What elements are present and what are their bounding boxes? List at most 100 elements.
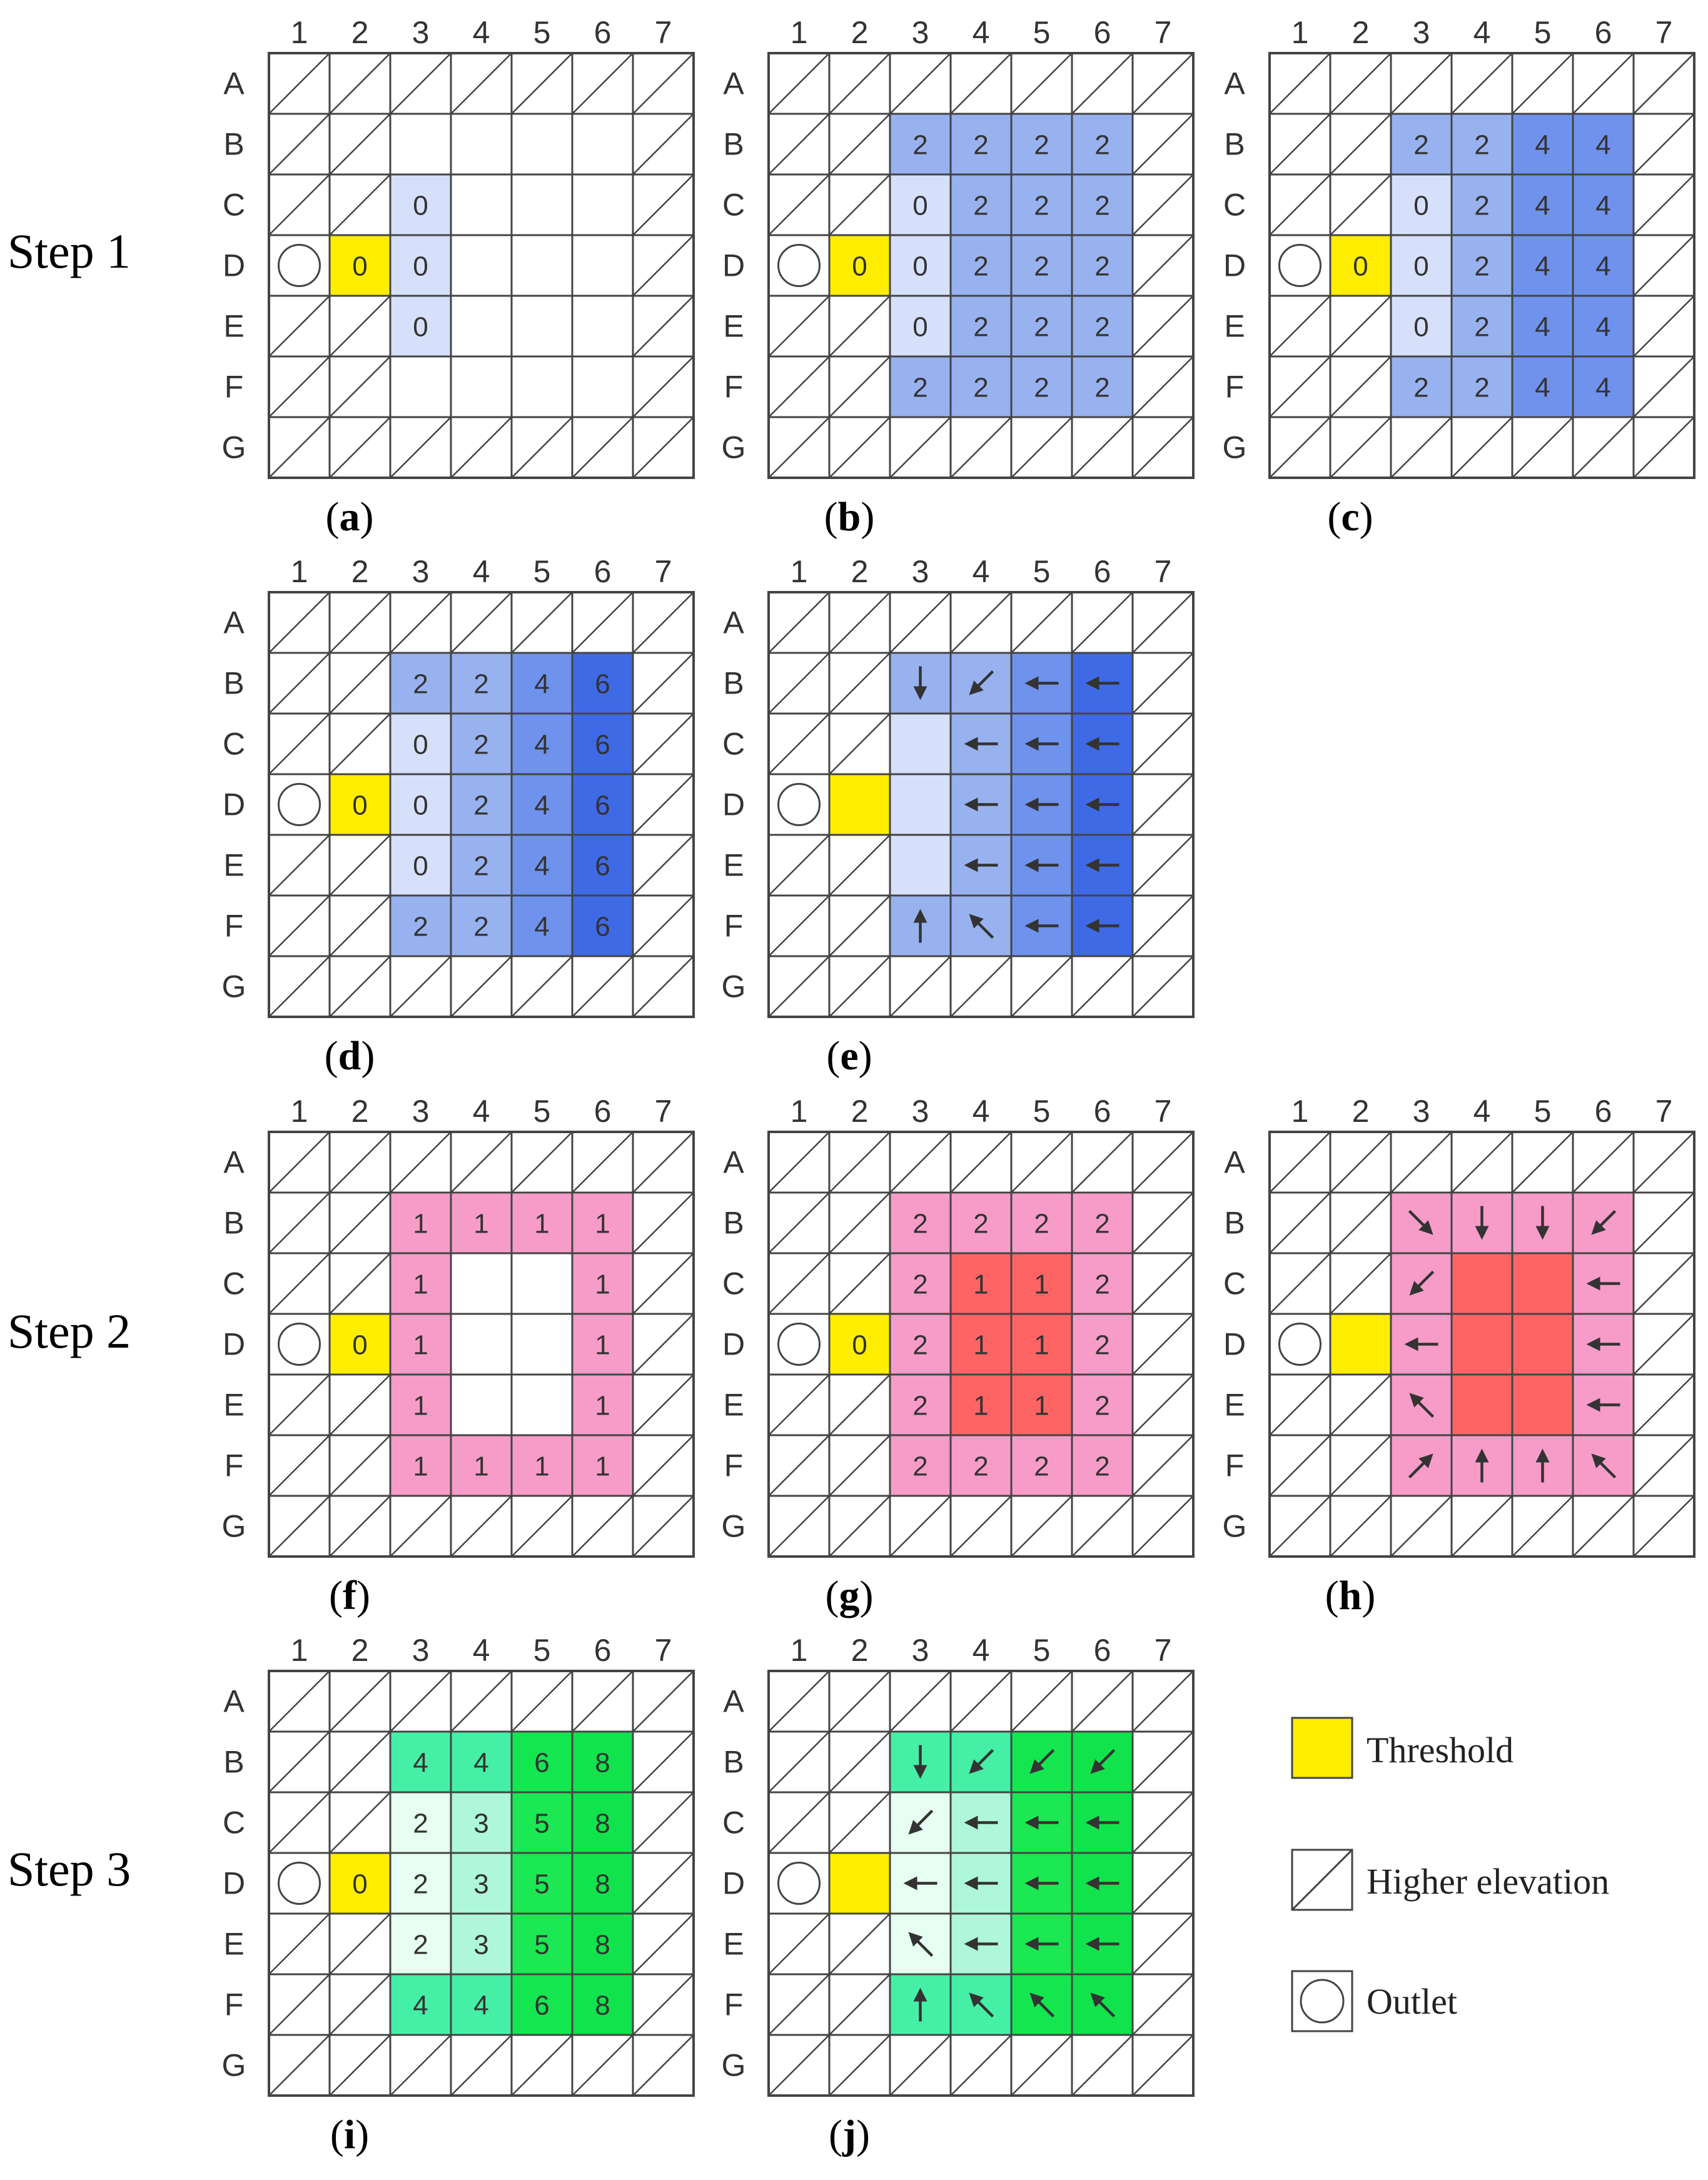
flow-arrow-icon — [1029, 1992, 1055, 2018]
elevation-slash-icon — [1572, 416, 1634, 478]
elevation-slash-icon — [829, 356, 891, 418]
grid-cell-filled — [389, 1252, 452, 1315]
row-label: E — [1224, 309, 1245, 344]
elevation-slash-icon — [1071, 592, 1133, 653]
flow-arrow-icon — [1535, 1206, 1550, 1240]
flow-arrow-icon — [969, 1749, 994, 1774]
elevation-slash-icon — [1330, 1374, 1392, 1436]
cell-value: 2 — [973, 312, 988, 343]
cell-value: 2 — [1474, 191, 1489, 221]
elevation-slash-icon — [268, 416, 330, 478]
step-1-label: Step 1 — [8, 224, 131, 278]
row-label: A — [223, 1145, 245, 1180]
elevation-slash-icon — [1451, 416, 1513, 478]
elevation-slash-icon — [329, 1435, 391, 1496]
flow-arrow-icon — [1024, 1876, 1059, 1890]
flow-arrow-icon — [1024, 919, 1059, 933]
cell-value: 1 — [1034, 1269, 1049, 1300]
row-label: E — [223, 1388, 244, 1423]
row-label: G — [222, 1509, 246, 1544]
grid-cell-filled — [1071, 355, 1134, 418]
elevation-slash-icon — [1071, 53, 1133, 114]
row-label: C — [722, 188, 745, 223]
cell-value: 4 — [473, 1991, 488, 2021]
row-label: E — [223, 309, 244, 344]
elevation-slash-icon — [829, 416, 891, 478]
cell-value: 0 — [413, 251, 428, 282]
panel-caption: (i) — [330, 2112, 369, 2157]
elevation-slash-icon — [829, 1913, 891, 1975]
grid-cell-filled — [889, 712, 952, 775]
elevation-slash-icon — [329, 834, 391, 896]
grid-cell — [450, 355, 513, 418]
elevation-slash-icon — [829, 713, 891, 775]
column-label: 3 — [912, 1094, 929, 1129]
flow-arrow-icon — [969, 1992, 994, 2018]
grid-cell-filled — [949, 1252, 1013, 1315]
elevation-slash-icon — [450, 1670, 512, 1732]
cell-value: 0 — [912, 191, 927, 221]
flow-arrow-icon — [1586, 1337, 1620, 1351]
flow-arrow-icon — [913, 1987, 927, 2022]
cell-value: 1 — [473, 1209, 488, 1239]
column-label: 2 — [1352, 15, 1370, 50]
elevation-slash-icon — [632, 1131, 694, 1193]
cell-value: 0 — [413, 790, 428, 821]
elevation-slash-icon — [390, 1495, 452, 1557]
cell-value: 2 — [912, 1451, 927, 1482]
cell-value: 1 — [595, 1391, 610, 1421]
elevation-slash-icon — [632, 2034, 694, 2096]
grid-cell-filled — [1450, 173, 1513, 236]
elevation-slash-icon — [1011, 1670, 1073, 1732]
row-label: F — [724, 1448, 744, 1483]
elevation-slash-icon — [632, 174, 694, 236]
column-label: 7 — [1655, 15, 1673, 50]
elevation-slash-icon — [768, 713, 830, 775]
column-label: 2 — [351, 554, 369, 589]
row-label: F — [724, 909, 744, 944]
row-label: A — [1224, 1145, 1245, 1180]
elevation-slash-icon — [768, 1792, 830, 1854]
row-label: G — [722, 430, 746, 465]
elevation-slash-icon — [1132, 113, 1194, 175]
elevation-slash-icon — [829, 1731, 891, 1793]
elevation-slash-icon — [632, 295, 694, 357]
legend-threshold-swatch — [1291, 1717, 1353, 1779]
row-label: C — [223, 1266, 245, 1301]
cell-value: 1 — [595, 1451, 610, 1482]
panel-caption: (d) — [325, 1033, 375, 1079]
elevation-slash-icon — [329, 1374, 391, 1436]
threshold-value: 0 — [352, 1869, 367, 1900]
row-label: A — [223, 1684, 245, 1719]
grid-cell-filled — [1071, 173, 1134, 236]
elevation-slash-icon — [268, 1131, 330, 1193]
cell-value: 4 — [473, 1748, 488, 1779]
column-label: 5 — [1534, 15, 1552, 50]
legend-outlet-label: Outlet — [1367, 1981, 1457, 2022]
elevation-slash-icon — [268, 356, 330, 418]
cell-value: 2 — [973, 191, 988, 221]
cell-value: 1 — [595, 1330, 610, 1361]
row-label: A — [723, 605, 744, 640]
elevation-slash-icon — [511, 592, 573, 653]
column-label: 4 — [473, 554, 490, 589]
row-label: B — [1224, 1206, 1245, 1241]
elevation-slash-icon — [1071, 956, 1133, 1017]
column-label: 6 — [1094, 15, 1111, 50]
column-label: 7 — [655, 1633, 672, 1668]
cell-value: 0 — [1413, 312, 1428, 343]
grid-border — [268, 1670, 695, 2097]
grid-cell-filled — [510, 1852, 574, 1915]
elevation-slash-icon — [950, 592, 1012, 653]
grid-cell-filled — [949, 295, 1013, 358]
column-label: 7 — [655, 15, 672, 50]
elevation-slash-icon — [632, 113, 694, 175]
grid-cell-filled — [889, 1252, 952, 1315]
column-label: 3 — [912, 554, 929, 589]
elevation-slash-icon — [329, 295, 391, 357]
step-2-label: Step 2 — [8, 1304, 131, 1358]
grid-cell-filled — [389, 1852, 452, 1915]
cell-value: 3 — [473, 1930, 488, 1960]
panel-caption: (a) — [326, 494, 374, 540]
